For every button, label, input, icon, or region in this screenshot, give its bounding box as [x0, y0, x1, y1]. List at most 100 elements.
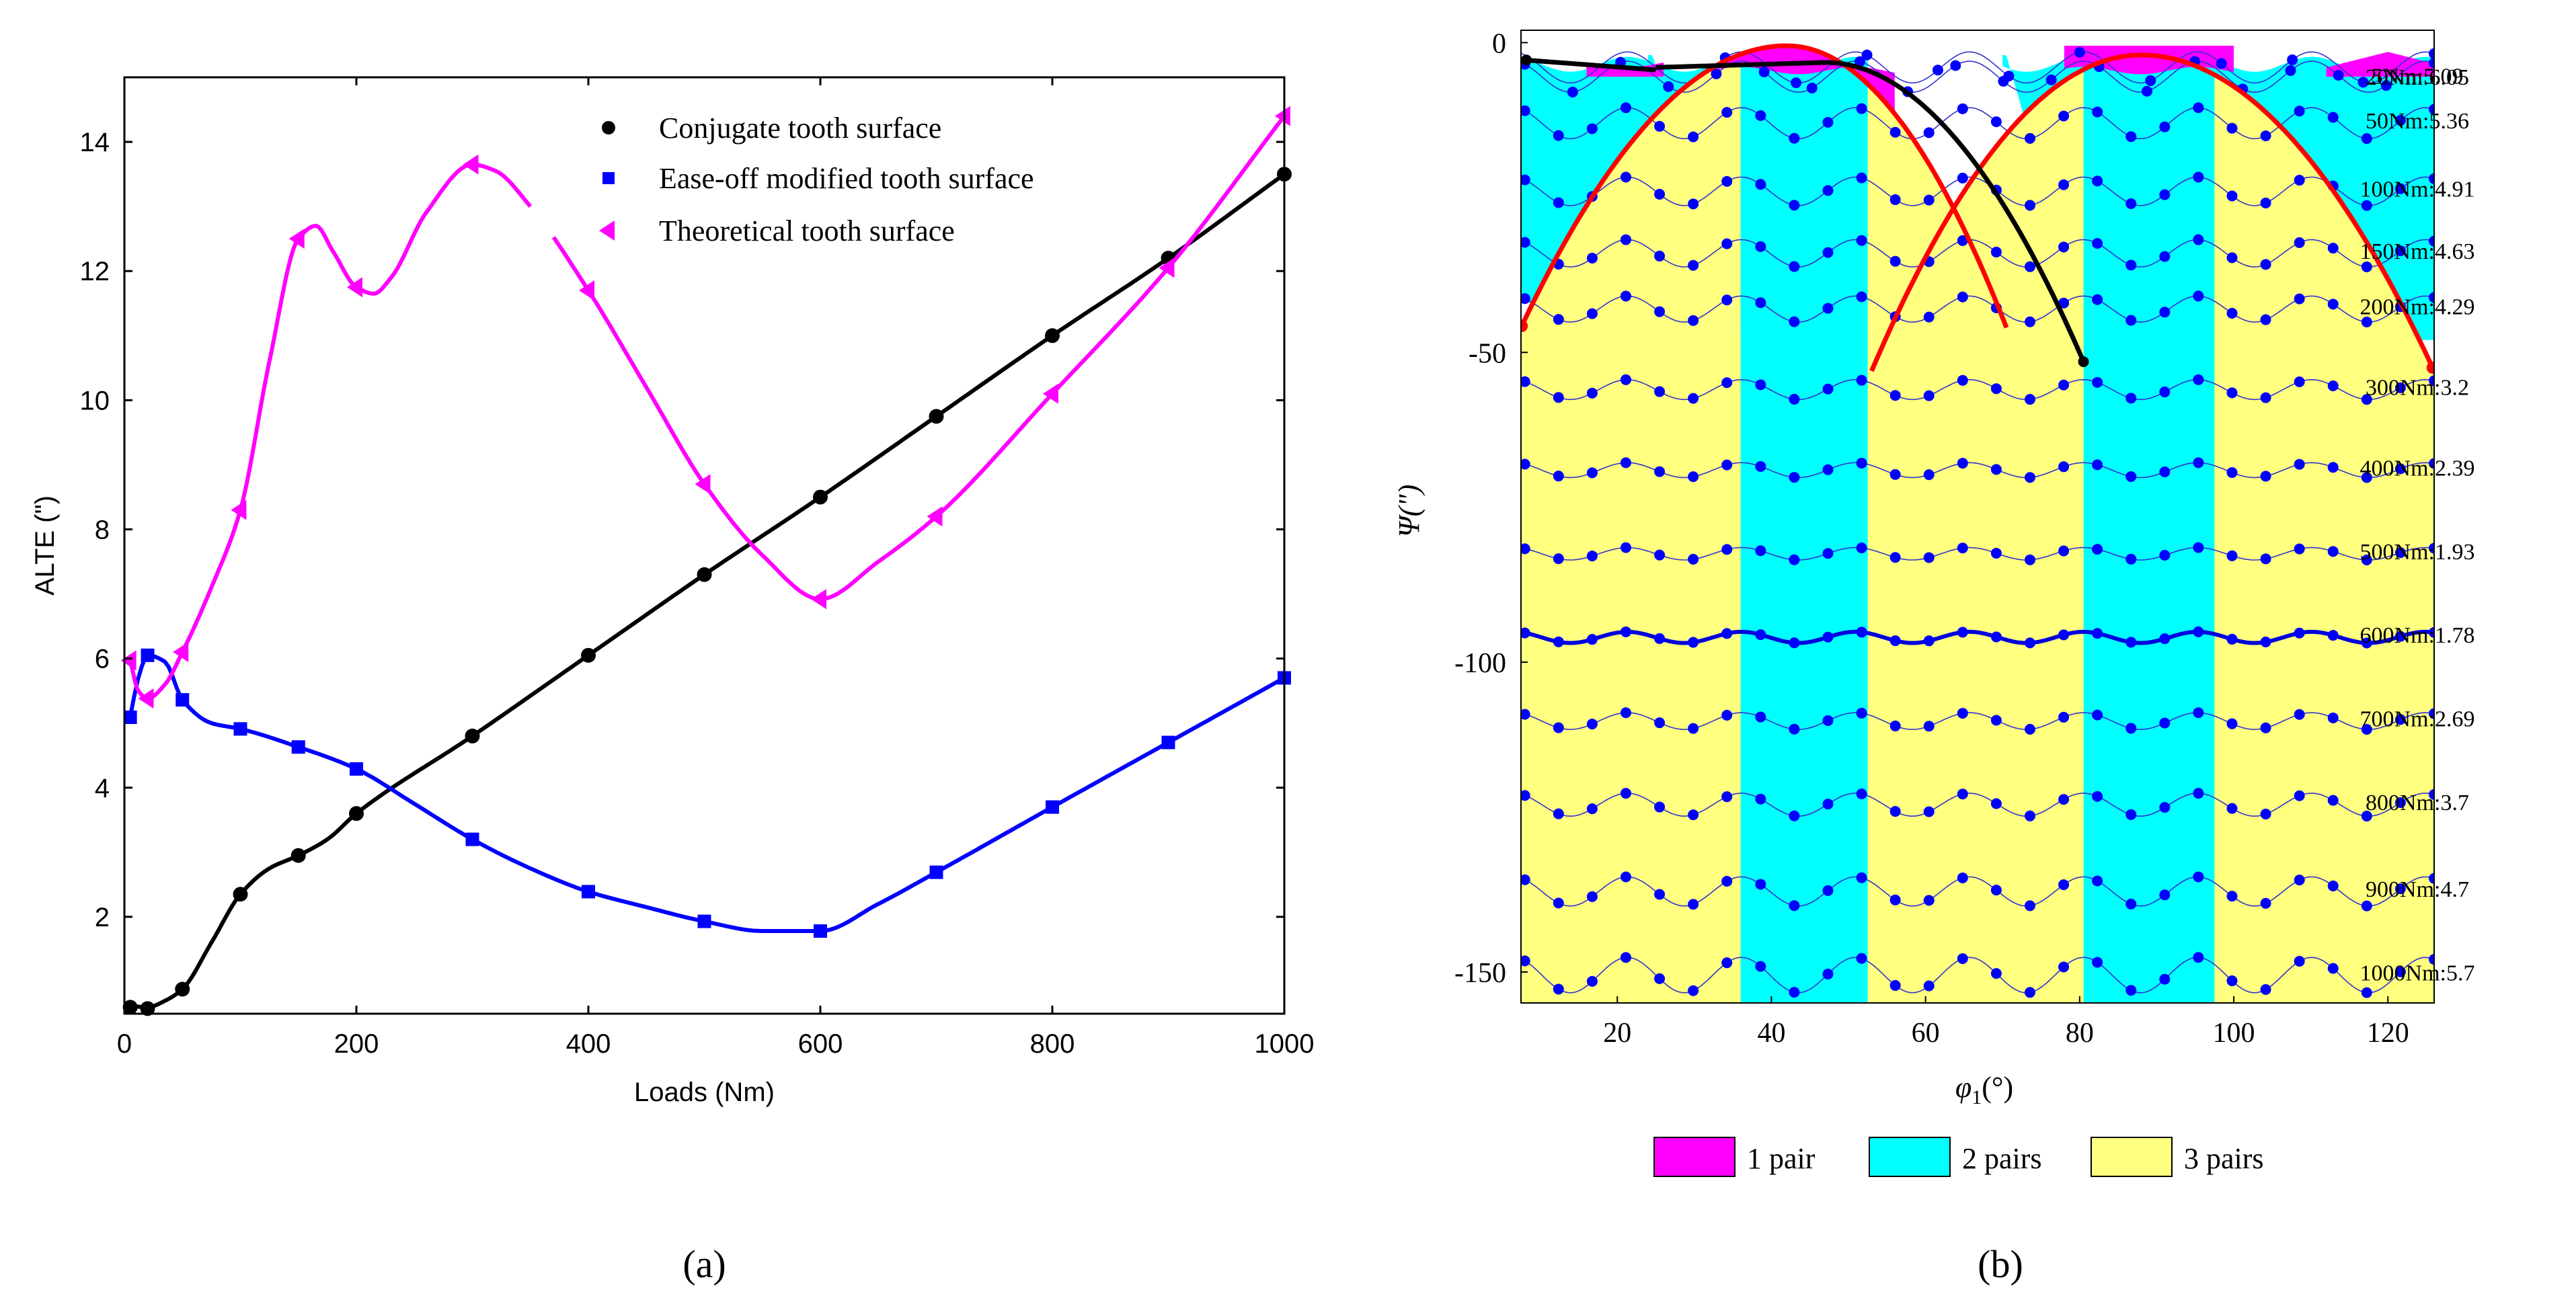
load-point-300nm [1553, 392, 1564, 403]
series-line-theoretical [551, 114, 1286, 602]
load-point-100nm [2092, 175, 2103, 187]
load-point-100nm [2193, 171, 2204, 183]
load-point-900nm [1822, 885, 1834, 896]
load-point-20nm [1854, 56, 1865, 67]
load-point-100nm [1654, 188, 1666, 200]
legend-swatch-1-pair [1653, 1137, 1735, 1177]
load-point-1000nm [1553, 983, 1564, 995]
legend-label-theoretical: Theoretical tooth surface [659, 214, 955, 247]
load-point-800nm [2092, 791, 2103, 802]
legend-label-conjugate: Conjugate tooth surface [659, 112, 941, 145]
load-point-800nm [1688, 809, 1699, 821]
zone-3-pairs-left [1521, 54, 1741, 1003]
load-point-400nm [2429, 458, 2434, 469]
load-point-800nm [1521, 790, 1530, 801]
load-point-500nm [1923, 552, 1935, 563]
load-point-600nm [2294, 627, 2305, 639]
load-label-700nm: 700Nm:2.69 [2360, 707, 2475, 732]
load-curve-400nm [1521, 462, 2434, 479]
load-point-800nm [1822, 799, 1834, 810]
load-curve-600nm [1521, 629, 2434, 645]
load-point-500nm [2058, 545, 2070, 557]
a-x-tick-label: 0 [117, 1029, 132, 1059]
load-point-900nm [2125, 898, 2137, 910]
load-point-900nm [2361, 900, 2372, 912]
load-point-700nm [1822, 715, 1834, 726]
load-point-1000nm [1889, 979, 1901, 991]
load-point-700nm [2361, 724, 2372, 735]
black-end-point [1521, 54, 1532, 66]
load-point-700nm [2193, 707, 2204, 719]
load-point-900nm [2226, 891, 2238, 902]
load-point-20nm [1950, 60, 1961, 71]
load-point-600nm [2092, 628, 2103, 639]
load-point-20nm [2429, 57, 2434, 69]
load-point-200nm [2024, 316, 2035, 327]
load-point-600nm [1755, 629, 1766, 641]
load-point-50nm [1923, 127, 1935, 138]
x-label-unit: (°) [1982, 1071, 2013, 1104]
load-point-700nm [1923, 721, 1935, 732]
load-point-400nm [1654, 466, 1666, 477]
load-point-300nm [2294, 376, 2305, 388]
load-curve-150nm [1521, 239, 2434, 268]
load-point-500nm [1822, 548, 1834, 559]
load-point-100nm [1620, 171, 1631, 183]
b-x-tick-label: 100 [2213, 1018, 2255, 1049]
load-point-200nm [1755, 297, 1766, 309]
load-point-700nm [2058, 711, 2070, 723]
load-point-700nm [1620, 707, 1631, 719]
load-point-100nm [2260, 197, 2271, 208]
load-point-200nm [2294, 293, 2305, 305]
point-easeoff [123, 711, 137, 725]
load-point-1000nm [2294, 955, 2305, 967]
load-point-700nm [2294, 709, 2305, 720]
load-point-20nm [1758, 66, 1770, 77]
panel-b-axes-frame [1520, 30, 2435, 1004]
load-point-700nm [1856, 707, 1867, 719]
load-point-900nm [1553, 897, 1564, 909]
point-easeoff [929, 865, 943, 879]
load-point-200nm [2429, 292, 2434, 303]
load-point-500nm [2024, 554, 2035, 565]
load-point-400nm [2092, 459, 2103, 471]
load-point-50nm [2260, 130, 2271, 142]
load-point-400nm [2159, 466, 2171, 477]
load-point-150nm [1789, 261, 1800, 272]
point-easeoff [175, 693, 190, 707]
load-curve-5nm [1521, 51, 2434, 84]
load-point-100nm [2294, 175, 2305, 186]
load-point-5nm [2429, 48, 2434, 59]
load-point-100nm [2429, 173, 2434, 184]
panel-a-caption: (a) [682, 1242, 726, 1286]
point-theoretical [695, 474, 711, 495]
load-point-200nm [2125, 315, 2137, 326]
load-point-1000nm [1620, 952, 1631, 963]
load-point-500nm [2226, 550, 2238, 561]
a-y-tick-label: 8 [95, 515, 110, 544]
load-point-1000nm [2226, 975, 2238, 987]
load-point-900nm [1521, 874, 1530, 885]
load-point-500nm [1654, 549, 1666, 561]
load-point-50nm [2361, 133, 2372, 145]
load-curve-50nm [1521, 107, 2434, 140]
point-theoretical [138, 688, 154, 709]
red-end-point [1521, 319, 1528, 332]
load-point-300nm [2394, 382, 2406, 393]
point-conjugate [581, 647, 596, 663]
load-point-600nm [1990, 631, 2002, 643]
load-point-700nm [1789, 723, 1800, 735]
load-point-300nm [1856, 374, 1867, 386]
load-point-600nm [2429, 627, 2434, 638]
load-point-400nm [1721, 459, 1733, 471]
contact-boundary-red-2 [1869, 52, 2434, 372]
load-point-300nm [1889, 390, 1901, 401]
point-theoretical [347, 277, 362, 298]
load-point-1000nm [2361, 987, 2372, 998]
load-point-50nm [1755, 110, 1766, 121]
load-point-150nm [1620, 234, 1631, 245]
load-point-300nm [2193, 374, 2204, 385]
load-point-400nm [2327, 462, 2339, 473]
load-point-150nm [1688, 259, 1699, 271]
load-point-1000nm [2058, 961, 2070, 973]
